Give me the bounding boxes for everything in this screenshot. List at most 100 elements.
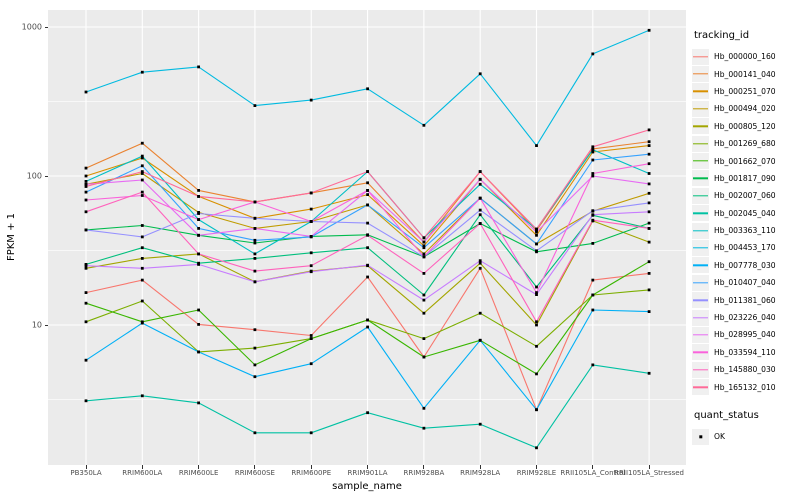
data-point — [253, 200, 257, 204]
data-point — [422, 236, 426, 240]
x-tick-label: RRIM901LA — [347, 469, 388, 477]
data-point — [366, 189, 369, 192]
legend-quant-block: quant_status OK — [692, 410, 798, 445]
data-point — [647, 371, 651, 375]
data-point — [84, 301, 88, 305]
data-point — [84, 198, 88, 202]
data-point — [197, 189, 200, 192]
legend-key-line-icon — [693, 282, 708, 284]
data-point — [535, 291, 538, 294]
legend-entry-label: Hb_023226_040 — [714, 313, 776, 323]
data-point — [84, 174, 88, 178]
legend: tracking_id Hb_000000_160 Hb_000141_040 Hb… — [692, 30, 798, 445]
square-point-icon — [698, 434, 703, 439]
legend-entry-label: Hb_001269_680 — [714, 139, 776, 149]
data-point — [591, 293, 595, 297]
data-point — [535, 144, 538, 147]
data-point — [535, 230, 538, 234]
x-tick-mark — [648, 465, 650, 469]
data-point — [478, 266, 482, 270]
legend-key-line-icon — [693, 195, 708, 197]
y-tick-mark — [44, 26, 48, 28]
data-point — [253, 216, 257, 220]
data-point — [84, 185, 88, 188]
x-tick-mark — [367, 465, 369, 469]
data-point — [647, 182, 651, 186]
data-point — [366, 170, 369, 173]
data-point — [140, 70, 144, 74]
y-axis-title: FPKM + 1 — [6, 212, 17, 262]
data-point — [422, 255, 426, 259]
legend-entry: Hb_145880_030 — [692, 361, 798, 378]
data-point — [140, 154, 144, 158]
data-point — [478, 213, 482, 217]
data-point — [535, 293, 538, 296]
legend-key — [692, 344, 709, 361]
legend-key — [692, 118, 709, 135]
data-point — [84, 264, 88, 268]
data-point — [84, 291, 88, 294]
data-point — [309, 207, 313, 211]
legend-key — [692, 48, 709, 65]
data-point — [140, 246, 144, 250]
legend-key-line-icon — [693, 55, 708, 58]
x-tick-mark — [423, 465, 425, 469]
data-point — [647, 128, 651, 132]
data-point — [366, 181, 369, 185]
data-point — [422, 426, 426, 430]
data-point — [647, 201, 651, 205]
data-point — [647, 162, 651, 166]
legend-entry-label: Hb_000251_070 — [714, 86, 776, 96]
data-point — [591, 308, 595, 312]
x-tick-label: RRII105LA_Control — [560, 469, 626, 477]
legend-entry-label: Hb_011381_060 — [714, 295, 776, 305]
legend-entry: Hb_004453_170 — [692, 239, 798, 256]
plot-canvas — [48, 10, 686, 465]
data-point — [647, 172, 651, 175]
data-point — [140, 194, 144, 197]
data-point — [422, 240, 426, 244]
x-tick-mark — [310, 465, 312, 469]
data-point — [591, 278, 595, 282]
legend-entry: Hb_000494_020 — [692, 100, 798, 117]
data-point — [535, 233, 538, 237]
legend-key — [692, 83, 709, 100]
data-point — [591, 148, 595, 152]
legend-key — [692, 257, 709, 274]
data-point — [84, 228, 88, 232]
data-point — [309, 334, 313, 337]
legend-entry-label: Hb_007778_030 — [714, 260, 776, 270]
legend-key — [692, 326, 709, 343]
data-point — [140, 156, 144, 160]
data-point — [535, 242, 538, 246]
legend-entry-label: Hb_002045_040 — [714, 208, 776, 218]
legend-entry: Hb_023226_040 — [692, 309, 798, 326]
x-tick-mark — [592, 465, 594, 469]
data-point — [309, 251, 313, 255]
quant-ok-key — [692, 428, 709, 445]
data-point — [591, 209, 595, 213]
legend-key — [692, 292, 709, 309]
legend-key — [692, 379, 709, 396]
legend-key-line-icon — [693, 316, 708, 319]
data-point — [535, 446, 538, 450]
legend-tracking-title: tracking_id — [694, 30, 750, 41]
legend-key-line-icon — [693, 160, 708, 162]
legend-key-line-icon — [693, 90, 708, 93]
legend-key — [692, 274, 709, 291]
legend-key-line-icon — [693, 351, 708, 354]
data-point — [422, 337, 426, 340]
data-point — [140, 178, 144, 182]
data-point — [647, 140, 651, 144]
legend-key — [692, 170, 709, 187]
y-tick-mark — [44, 175, 48, 177]
legend-entry-label: Hb_000141_040 — [714, 69, 776, 79]
legend-key-line-icon — [693, 229, 708, 232]
x-axis-title: sample_name — [332, 481, 402, 492]
data-point — [309, 191, 313, 195]
data-point — [197, 308, 200, 312]
data-point — [309, 431, 313, 435]
data-point — [478, 338, 482, 342]
data-point — [197, 233, 200, 237]
data-point — [422, 252, 426, 256]
